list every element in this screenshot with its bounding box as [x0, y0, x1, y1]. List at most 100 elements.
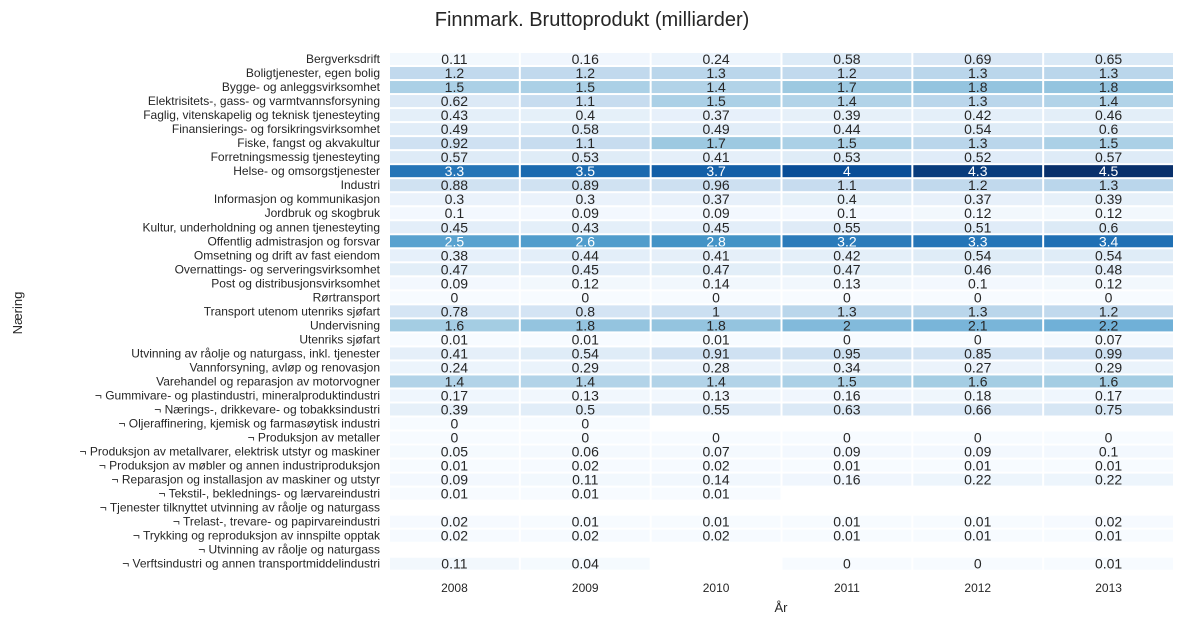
- cell-value-label: 0.46: [1095, 107, 1122, 123]
- cell-value-label: 3.5: [576, 163, 596, 179]
- cell-value-label: 0.29: [1095, 359, 1122, 375]
- heatmap-cell: [651, 165, 781, 178]
- heatmap-cell: [651, 361, 781, 374]
- cell-value-label: 1.5: [445, 79, 465, 95]
- heatmap-cell: [651, 193, 781, 206]
- cell-value-label: 1.3: [1099, 177, 1119, 193]
- cell-value-label: 0.75: [1095, 402, 1122, 418]
- heatmap-cell: [782, 333, 912, 346]
- heatmap-cell: [1044, 81, 1173, 94]
- cell-value-label: 0.13: [572, 387, 599, 403]
- cell-value-label: 0: [712, 289, 720, 305]
- cell-value-label: 0.45: [441, 219, 468, 235]
- cell-value-label: 0.11: [441, 51, 467, 67]
- cell-value-label: 4: [843, 163, 851, 179]
- cell-value-label: 1.3: [968, 135, 988, 151]
- heatmap-cell: [390, 375, 519, 388]
- heatmap-cells: 0.11 0.16 0.24 0.58 0.69 0.651.2 1.2 1.3 1.2 1.3 1…: [390, 51, 1173, 572]
- row-label: Overnattings- og serveringsvirksomhet: [175, 262, 381, 276]
- heatmap-cell: [782, 375, 912, 388]
- heatmap-cell: [520, 431, 650, 444]
- heatmap-cell: [782, 557, 912, 570]
- heatmap-cell: [1044, 193, 1173, 206]
- heatmap-cell: [913, 165, 1043, 178]
- row-label: Finansierings- og forsikringsvirksomhet: [172, 122, 381, 136]
- heatmap-cell: [390, 53, 519, 66]
- row-label: ¬ Nærings-, drikkevare- og tobakksindust…: [154, 403, 380, 417]
- cell-value-label: 0.06: [572, 444, 599, 460]
- heatmap-cell: [390, 347, 519, 360]
- heatmap-cell: [1044, 249, 1173, 262]
- heatmap-cell: [520, 165, 650, 178]
- heatmap-cell: [782, 319, 912, 332]
- cell-value-label: 0: [843, 289, 851, 305]
- heatmap-cell: [1044, 305, 1173, 318]
- row-label: ¬ Tjenester tilknyttet utvinning av råol…: [100, 501, 380, 515]
- cell-value-label: 0.41: [702, 149, 729, 165]
- heatmap-cell: [520, 445, 650, 458]
- cell-value-label: 0.01: [702, 486, 729, 502]
- cell-value-label: 0.55: [702, 402, 729, 418]
- cell-value-label: 0.17: [441, 387, 468, 403]
- cell-value-label: 0.58: [833, 51, 860, 67]
- heatmap-cell: [782, 459, 912, 472]
- cell-value-label: 1.2: [576, 65, 596, 81]
- cell-value-label: 0.09: [441, 472, 468, 488]
- heatmap-cell: [390, 557, 519, 570]
- heatmap-cell: [1044, 207, 1173, 220]
- heatmap-cell: [782, 361, 912, 374]
- cell-value-label: 0.5: [576, 402, 596, 418]
- cell-value-label: 0.09: [572, 205, 599, 221]
- heatmap-cell: [651, 487, 781, 500]
- heatmap-cell: [913, 53, 1043, 66]
- cell-value-label: 0: [712, 430, 720, 446]
- cell-value-label: 1.1: [837, 177, 857, 193]
- heatmap-cell: [390, 473, 519, 486]
- heatmap-cell: [651, 263, 781, 276]
- cell-value-label: 0.41: [702, 247, 729, 263]
- row-label: Utenriks sjøfart: [299, 332, 380, 346]
- cell-value-label: 1.5: [576, 79, 596, 95]
- cell-value-label: 0.63: [833, 402, 860, 418]
- heatmap-cell: [1044, 473, 1173, 486]
- cell-value-label: 0.01: [1095, 556, 1122, 572]
- cell-value-label: 0.37: [702, 191, 729, 207]
- heatmap-cell: [390, 431, 519, 444]
- cell-value-label: 0.69: [964, 51, 991, 67]
- cell-value-label: 1.4: [706, 79, 726, 95]
- cell-value-label: 0.4: [576, 107, 596, 123]
- cell-value-label: 0.54: [572, 345, 599, 361]
- heatmap-cell: [520, 235, 650, 248]
- heatmap-cell: [913, 235, 1043, 248]
- cell-value-label: 1.3: [968, 93, 988, 109]
- heatmap-cell: [520, 347, 650, 360]
- cell-value-label: 1.4: [576, 373, 596, 389]
- cell-value-label: 0.65: [1095, 51, 1122, 67]
- cell-value-label: 0.34: [833, 359, 860, 375]
- heatmap-cell: [782, 123, 912, 136]
- heatmap-cell: [390, 109, 519, 122]
- cell-value-label: 0.17: [1095, 387, 1122, 403]
- heatmap-cell: [390, 207, 519, 220]
- cell-value-label: 0.89: [572, 177, 599, 193]
- cell-value-label: 1.8: [968, 79, 988, 95]
- heatmap-cell: [520, 319, 650, 332]
- cell-value-label: 0.24: [702, 51, 729, 67]
- cell-value-label: 1.2: [1099, 303, 1119, 319]
- heatmap-cell: [913, 459, 1043, 472]
- heatmap-cell: [651, 431, 781, 444]
- column-label: 2012: [964, 581, 991, 595]
- cell-value-label: 0.6: [1099, 219, 1119, 235]
- heatmap-cell: [1044, 137, 1173, 150]
- cell-value-label: 0.01: [833, 458, 860, 474]
- cell-value-label: 1.6: [445, 317, 465, 333]
- heatmap-cell: [520, 291, 650, 304]
- heatmap-cell: [651, 445, 781, 458]
- heatmap-cell: [782, 431, 912, 444]
- cell-value-label: 0.02: [441, 528, 468, 544]
- heatmap-cell: [913, 277, 1043, 290]
- heatmap-cell: [390, 95, 519, 108]
- cell-value-label: 0: [843, 556, 851, 572]
- cell-value-label: 0.39: [833, 107, 860, 123]
- heatmap-cell: [651, 319, 781, 332]
